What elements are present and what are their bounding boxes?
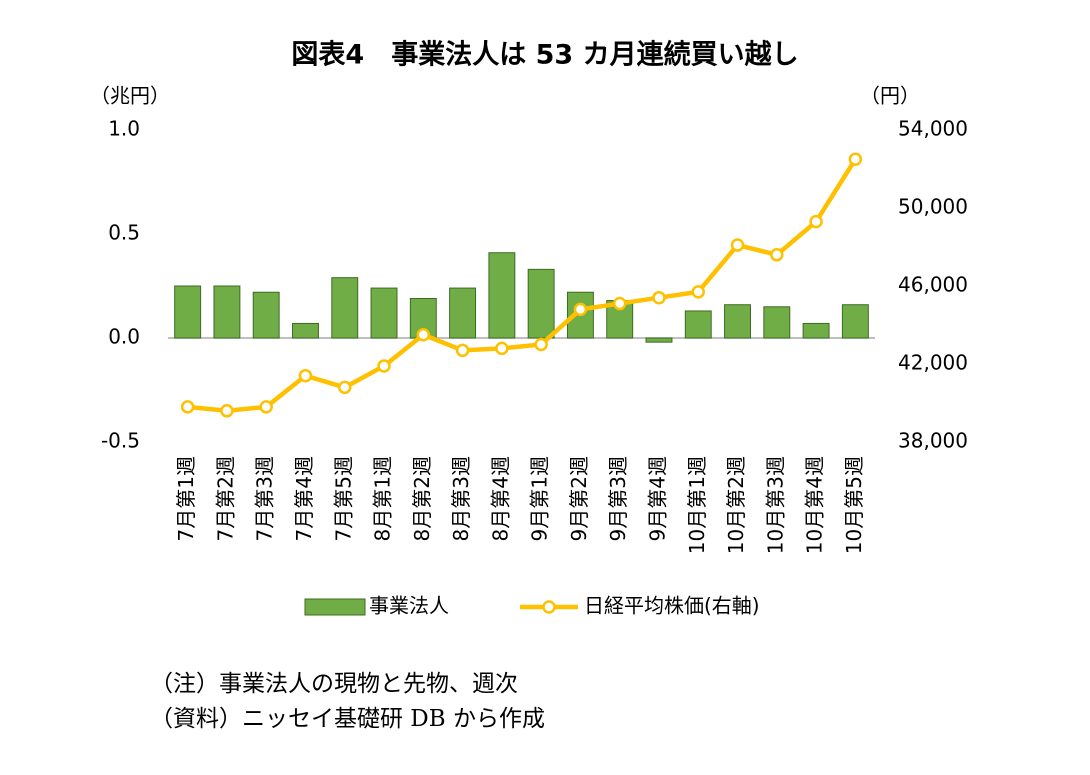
line-marker <box>573 302 588 317</box>
line <box>187 158 858 414</box>
line-marker <box>848 152 863 166</box>
x-tick-label: 7月第3週 <box>253 456 277 541</box>
x-tick-label: 10月第5週 <box>842 456 866 554</box>
note: （資料）ニッセイ基礎研 DB から作成 <box>150 706 545 732</box>
y-tick-label: 0.5 <box>108 221 140 245</box>
x-tick-label: 10月第3週 <box>763 456 787 554</box>
line-marker <box>809 214 823 229</box>
line-marker <box>455 343 470 358</box>
x-tick-label: 9月第2週 <box>567 456 591 541</box>
y2-tick-label: 46,000 <box>898 273 968 297</box>
line-marker <box>652 290 666 305</box>
bar <box>841 304 869 339</box>
bar <box>252 291 280 339</box>
x-tick-label: 8月第2週 <box>410 456 434 541</box>
line-marker <box>259 400 273 414</box>
x-tick-label: 8月第3週 <box>449 456 473 541</box>
line-marker <box>220 404 234 418</box>
y-tick-label: 1.0 <box>108 117 140 141</box>
x-tick-label: 7月第1週 <box>174 456 198 541</box>
y2-tick-label: 54,000 <box>898 117 968 141</box>
bar <box>724 304 751 339</box>
bar <box>174 285 202 339</box>
x-tick-label: 9月第3週 <box>606 456 630 541</box>
x-tick-label: 10月第1週 <box>685 456 709 554</box>
x-tick-label: 7月第5週 <box>331 456 355 541</box>
bar <box>763 306 791 339</box>
x-tick-label: 8月第4週 <box>488 456 512 541</box>
chart-title: 図表4 事業法人は 53 カ月連続買い越し <box>291 40 798 71</box>
x-tick-label: 9月第1週 <box>528 456 552 541</box>
line-marker <box>770 248 784 262</box>
y-tick-label: 0.0 <box>108 325 140 349</box>
y2-tick-label: 38,000 <box>898 429 968 453</box>
note: （注）事業法人の現物と先物、週次 <box>150 671 518 697</box>
y-axis-label: （兆円） <box>90 84 170 108</box>
line-marker <box>691 285 705 299</box>
bar <box>370 287 398 339</box>
line-marker <box>338 380 352 395</box>
x-tick-label: 9月第4週 <box>645 456 669 541</box>
y2-axis-label: （円） <box>860 84 920 108</box>
line-marker <box>730 238 745 252</box>
line-marker <box>298 368 313 383</box>
y-tick-label: -0.5 <box>101 429 140 453</box>
line-marker <box>495 341 509 356</box>
x-tick-label: 8月第1週 <box>371 456 395 541</box>
x-tick-label: 10月第4週 <box>803 456 827 554</box>
bar <box>449 287 477 339</box>
legend-swatch <box>304 598 366 616</box>
bar <box>292 322 319 339</box>
bar <box>527 268 555 339</box>
line-marker <box>534 337 548 352</box>
x-tick-label: 10月第2週 <box>724 456 748 554</box>
legend-label: 事業法人 <box>369 594 449 618</box>
line-marker <box>377 359 391 373</box>
bar <box>488 252 516 339</box>
bar <box>331 277 359 339</box>
line-marker <box>612 296 627 311</box>
legend-label: 日経平均株価(右軸) <box>584 594 760 618</box>
line-marker <box>180 400 195 414</box>
bar <box>802 322 830 339</box>
bar <box>213 285 241 339</box>
legend-swatch <box>542 600 556 614</box>
y2-tick-label: 42,000 <box>898 351 968 375</box>
bar <box>684 310 712 339</box>
x-tick-label: 7月第2週 <box>213 456 237 541</box>
x-tick-label: 7月第4週 <box>292 456 316 541</box>
bar <box>645 337 673 343</box>
line-marker <box>416 328 431 342</box>
y2-tick-label: 50,000 <box>898 195 968 219</box>
